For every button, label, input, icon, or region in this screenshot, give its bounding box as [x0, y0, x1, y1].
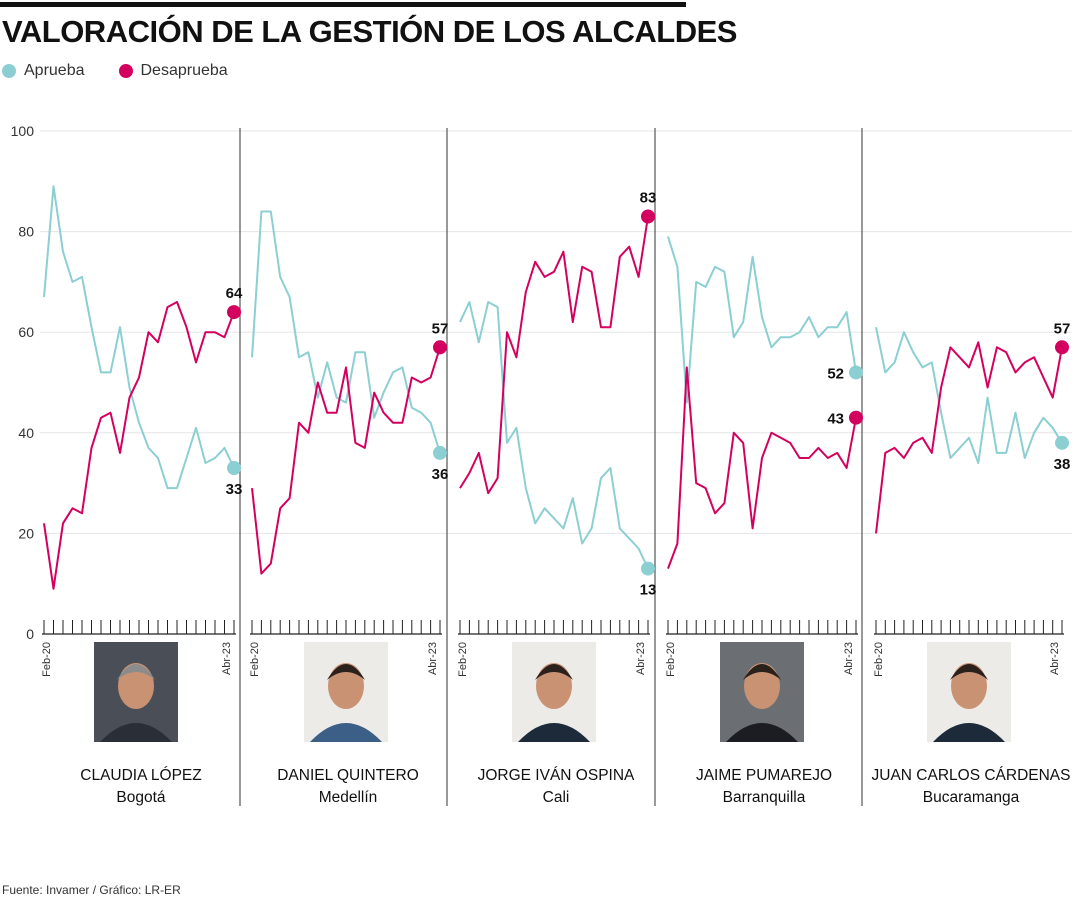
data-label: 13	[640, 582, 657, 599]
mayor-name: JUAN CARLOS CÁRDENAS	[872, 767, 1071, 784]
data-label: 57	[1054, 320, 1071, 337]
end-point-aprueba-cardenas	[1055, 435, 1069, 450]
series-line-desaprueba-quintero	[251, 347, 441, 575]
mayor-city: Bucaramanga	[923, 789, 1020, 806]
legend: Aprueba Desaprueba	[2, 62, 262, 80]
end-point-aprueba-pumarejo	[849, 365, 863, 380]
data-label: 38	[1054, 456, 1071, 473]
end-point-aprueba-ospina	[641, 561, 655, 576]
chart-title: VALORACIÓN DE LA GESTIÓN DE LOS ALCALDES	[2, 14, 737, 49]
series-line-aprueba-pumarejo	[667, 236, 857, 404]
portrait-shoulders-icon	[100, 723, 172, 742]
end-point-aprueba-lopez	[227, 461, 241, 476]
x-end-label: Abr-23	[427, 642, 439, 675]
portrait-face-icon	[536, 663, 572, 709]
x-start-label: Feb-20	[249, 642, 261, 677]
x-start-label: Feb-20	[665, 642, 677, 677]
legend-label-aprueba: Aprueba	[24, 62, 85, 79]
x-start-label: Feb-20	[873, 642, 885, 677]
portrait-shoulders-icon	[518, 723, 590, 742]
y-tick-label: 60	[18, 324, 34, 340]
y-tick-label: 20	[18, 525, 34, 541]
series-line-aprueba-ospina	[459, 301, 649, 570]
title-rule	[0, 2, 686, 7]
x-start-label: Feb-20	[41, 642, 53, 677]
data-label: 33	[226, 481, 243, 498]
series-line-aprueba-cardenas	[875, 326, 1063, 464]
portrait-hair-icon	[327, 664, 365, 680]
legend-label-desaprueba: Desaprueba	[140, 62, 228, 79]
end-point-desaprueba-lopez	[227, 305, 241, 320]
portrait-shoulders-icon	[310, 723, 382, 742]
end-point-desaprueba-pumarejo	[849, 410, 863, 425]
series-line-desaprueba-lopez	[43, 301, 235, 590]
data-label: 64	[226, 285, 243, 302]
end-point-desaprueba-quintero	[433, 340, 447, 355]
mayor-city: Bogotá	[116, 789, 166, 806]
portrait-shoulders-icon	[933, 723, 1005, 742]
mayor-name: JAIME PUMAREJO	[696, 767, 832, 784]
series-line-desaprueba-pumarejo	[667, 366, 857, 569]
mayor-name: CLAUDIA LÓPEZ	[80, 767, 201, 784]
data-label: 43	[827, 411, 844, 428]
portrait-hair-icon	[117, 664, 155, 680]
portrait-face-icon	[328, 663, 364, 709]
legend-swatch-desaprueba	[118, 64, 133, 78]
portrait-hair-icon	[950, 664, 988, 680]
source-note: Fuente: Invamer / Gráfico: LR-ER	[2, 883, 181, 897]
portrait-face-icon	[118, 663, 154, 709]
y-tick-label: 80	[18, 224, 34, 240]
mayor-name: JORGE IVÁN OSPINA	[478, 767, 635, 784]
data-label: 83	[640, 190, 657, 207]
series-line-desaprueba-cardenas	[875, 341, 1063, 534]
x-end-label: Abr-23	[635, 642, 647, 675]
data-label: 52	[827, 365, 844, 382]
x-end-label: Abr-23	[221, 642, 233, 675]
x-end-label: Abr-23	[1049, 642, 1061, 675]
mayor-name: DANIEL QUINTERO	[277, 767, 419, 784]
portrait-face-icon	[744, 663, 780, 709]
series-line-aprueba-lopez	[43, 185, 235, 490]
end-point-desaprueba-ospina	[641, 209, 655, 224]
legend-swatch-aprueba	[2, 64, 16, 78]
y-tick-label: 0	[26, 626, 34, 642]
mayor-city: Medellín	[319, 789, 378, 806]
portrait-hair-icon	[535, 664, 573, 680]
end-point-desaprueba-cardenas	[1055, 340, 1069, 355]
mayor-city: Cali	[543, 789, 570, 806]
portrait-hair-icon	[743, 664, 781, 680]
data-label: 57	[432, 320, 449, 337]
data-label: 36	[432, 466, 449, 483]
portrait-face-icon	[951, 663, 987, 709]
portrait-shoulders-icon	[726, 723, 798, 742]
legend-item-aprueba: Aprueba	[2, 62, 85, 80]
end-point-aprueba-quintero	[433, 445, 447, 460]
series-line-desaprueba-ospina	[459, 216, 649, 495]
legend-item-desaprueba: Desaprueba	[118, 62, 228, 80]
y-tick-label: 40	[18, 425, 34, 441]
x-start-label: Feb-20	[457, 642, 469, 677]
mayor-city: Barranquilla	[723, 789, 806, 806]
x-end-label: Abr-23	[843, 642, 855, 675]
y-tick-label: 100	[11, 123, 35, 139]
